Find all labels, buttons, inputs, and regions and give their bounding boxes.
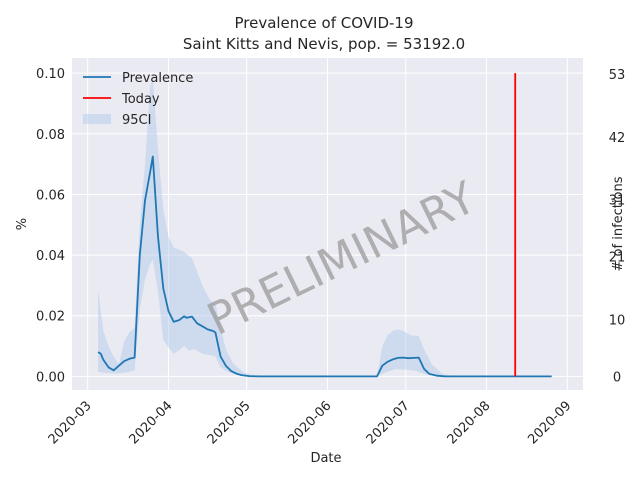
x-axis-ticks: 2020-03 2020-04 2020-05 2020-06 2020-07 2020-… bbox=[46, 398, 575, 447]
x-tick-label: 2020-04 bbox=[126, 398, 175, 447]
series-line-layer bbox=[97, 73, 552, 378]
grid-lines bbox=[72, 58, 583, 390]
ci-band-layer bbox=[98, 79, 552, 377]
x-tick-label: 2020-03 bbox=[46, 398, 95, 447]
ci-band bbox=[98, 79, 552, 377]
legend-label-prevalence: Prevalence bbox=[122, 71, 193, 86]
y2-tick-label: 21 bbox=[609, 251, 626, 266]
y-tick-label: 0.00 bbox=[36, 370, 65, 385]
y2-axis-label: # of infections bbox=[611, 176, 626, 271]
legend-label-95ci: 95CI bbox=[122, 113, 151, 128]
y-tick-label: 0.08 bbox=[36, 128, 65, 143]
y-tick-label: 0.04 bbox=[36, 249, 65, 264]
chart-subtitle: Saint Kitts and Nevis, pop. = 53192.0 bbox=[183, 35, 465, 53]
y-tick-label: 0.02 bbox=[36, 310, 65, 325]
y2-tick-label: 0 bbox=[613, 370, 621, 385]
x-tick-label: 2020-07 bbox=[364, 398, 413, 447]
y-axis-label: % bbox=[15, 218, 30, 230]
x-tick-label: 2020-09 bbox=[525, 398, 574, 447]
y-axis-ticks: 0.00 0.02 0.04 0.06 0.08 0.10 bbox=[36, 67, 65, 385]
x-tick-label: 2020-06 bbox=[286, 398, 335, 447]
y-tick-label: 0.06 bbox=[36, 188, 65, 203]
y2-tick-label: 42 bbox=[609, 131, 626, 146]
y2-axis-ticks: 0 10 21 31 42 53 bbox=[609, 68, 626, 385]
x-tick-label: 2020-08 bbox=[445, 398, 494, 447]
legend-swatch-95ci bbox=[83, 114, 111, 124]
legend-label-today: Today bbox=[121, 92, 160, 107]
y2-tick-label: 53 bbox=[609, 68, 626, 83]
prevalence-line bbox=[97, 155, 552, 378]
chart-title: Prevalence of COVID-19 bbox=[234, 14, 413, 32]
y-tick-label: 0.10 bbox=[36, 67, 65, 82]
y2-tick-label: 10 bbox=[609, 313, 626, 328]
y2-tick-label: 31 bbox=[609, 194, 626, 209]
legend: Prevalence Today 95CI bbox=[83, 71, 193, 128]
x-axis-label: Date bbox=[310, 451, 341, 466]
x-tick-label: 2020-05 bbox=[205, 398, 254, 447]
